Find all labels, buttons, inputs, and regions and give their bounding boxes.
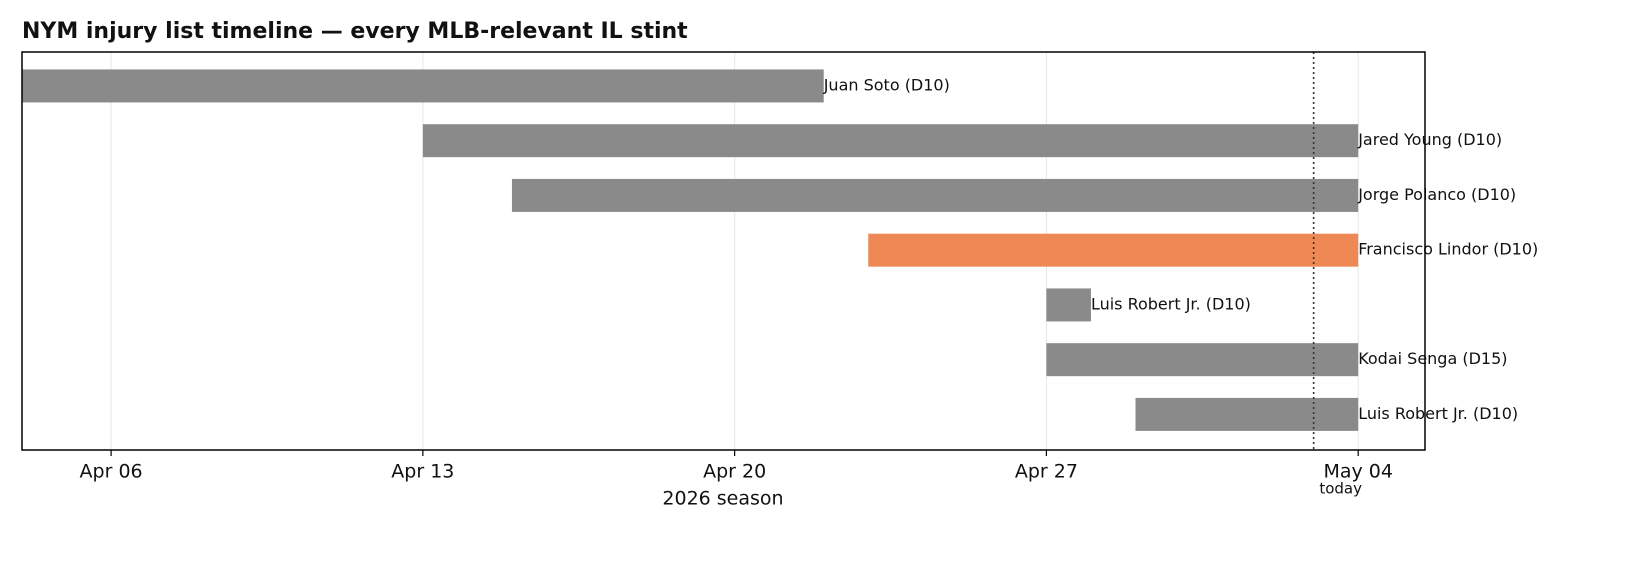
x-tick-label: Apr 06 <box>80 461 143 483</box>
bar <box>1046 343 1359 377</box>
bar <box>1135 397 1359 431</box>
chart-title: NYM injury list timeline — every MLB-rel… <box>22 19 688 44</box>
bar <box>1046 288 1091 322</box>
x-axis-label: 2026 season <box>662 488 783 510</box>
bar-label: Francisco Lindor (D10) <box>1358 240 1538 259</box>
bar-label: Luis Robert Jr. (D10) <box>1358 404 1518 423</box>
bar-label: Luis Robert Jr. (D10) <box>1091 294 1251 313</box>
today-label: today <box>1319 480 1362 498</box>
x-tick-label: Apr 13 <box>391 461 454 483</box>
x-tick-label: May 04 <box>1323 461 1393 483</box>
x-tick-label: Apr 20 <box>703 461 766 483</box>
bar-label: Juan Soto (D10) <box>823 75 950 94</box>
bar <box>422 124 1359 158</box>
bar <box>868 233 1359 267</box>
x-tick-label: Apr 27 <box>1015 461 1078 483</box>
bar <box>22 69 824 103</box>
bar <box>511 178 1359 212</box>
bar-label: Jorge Polanco (D10) <box>1357 185 1516 204</box>
bar-label: Kodai Senga (D15) <box>1358 349 1507 368</box>
plot-frame <box>21 51 1426 451</box>
bar-label: Jared Young (D10) <box>1357 130 1502 149</box>
